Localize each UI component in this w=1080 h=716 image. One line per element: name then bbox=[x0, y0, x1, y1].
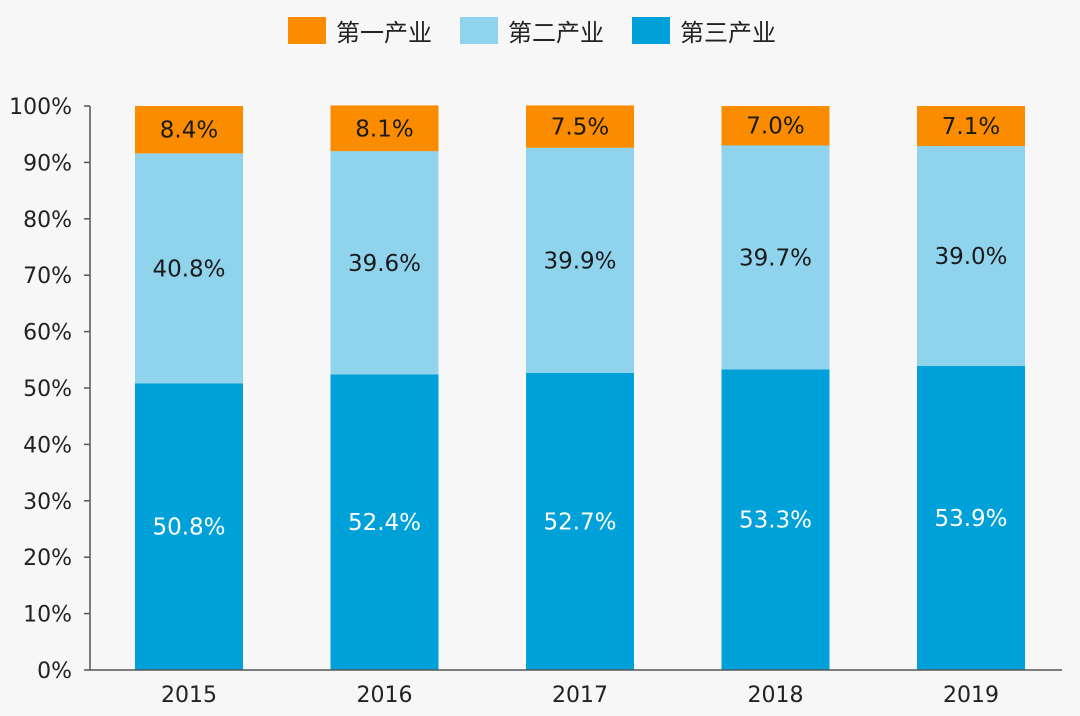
bar-segment bbox=[330, 374, 439, 670]
bar-segment bbox=[330, 105, 439, 152]
x-tick-label: 2018 bbox=[748, 683, 804, 708]
y-tick-label: 40% bbox=[23, 433, 72, 458]
legend-label: 第一产业 bbox=[336, 19, 432, 47]
y-tick-label: 10% bbox=[23, 603, 72, 628]
x-axis: 2015 2016 2017 2018 2019 bbox=[90, 669, 1062, 708]
legend-label: 第二产业 bbox=[508, 19, 604, 47]
y-tick-label: 0% bbox=[37, 659, 72, 684]
legend-item: 第一产业 bbox=[288, 17, 432, 47]
bar-value-label: 40.8% bbox=[152, 256, 225, 282]
bar-value-label: 53.3% bbox=[739, 508, 812, 534]
x-tick-label: 2017 bbox=[552, 683, 608, 708]
legend-item: 第二产业 bbox=[460, 17, 604, 47]
x-tick-label: 2015 bbox=[161, 683, 217, 708]
bar-value-label: 8.4% bbox=[160, 118, 218, 144]
y-tick-label: 30% bbox=[23, 490, 72, 515]
bar-segment bbox=[721, 145, 830, 370]
bar-value-label: 50.8% bbox=[152, 515, 225, 541]
bar-segment bbox=[135, 153, 243, 384]
bar-value-label: 53.9% bbox=[934, 506, 1007, 532]
bar-value-label: 7.5% bbox=[551, 115, 609, 141]
legend-label: 第三产业 bbox=[680, 19, 776, 47]
legend: 第一产业 第二产业 第三产业 bbox=[288, 17, 776, 47]
y-tick-label: 80% bbox=[23, 208, 72, 233]
legend-swatch bbox=[460, 17, 498, 44]
y-tick-label: 50% bbox=[23, 377, 72, 402]
bar-value-label: 39.7% bbox=[739, 245, 812, 271]
bar-value-label: 39.0% bbox=[934, 244, 1007, 270]
bar-segment bbox=[135, 106, 243, 154]
y-tick-label: 100% bbox=[9, 95, 72, 120]
bar-segment bbox=[917, 146, 1025, 367]
y-axis: 0% 10% 20% 30% 40% 50% 60% 70% 80% 90% 100% bbox=[9, 95, 91, 684]
bar-segment bbox=[526, 372, 634, 670]
bar-value-label: 52.4% bbox=[348, 510, 421, 536]
bar-segment bbox=[721, 106, 830, 146]
y-tick-label: 20% bbox=[23, 546, 72, 571]
bar-segment bbox=[526, 147, 634, 373]
bars: 50.8% 40.8% 8.4% 52.4% 39.6% 8.1% 52.7% 39.9% 7.… bbox=[135, 105, 1025, 670]
bar-segment bbox=[917, 106, 1025, 147]
bar-segment bbox=[721, 369, 830, 670]
bar-group: 53.9% 39.0% 7.1% bbox=[917, 106, 1025, 670]
bar-group: 52.7% 39.9% 7.5% bbox=[526, 105, 634, 670]
bar-segment bbox=[135, 383, 243, 670]
bar-value-label: 39.6% bbox=[348, 251, 421, 277]
bar-value-label: 52.7% bbox=[543, 509, 616, 535]
y-tick-label: 60% bbox=[23, 321, 72, 346]
bar-group: 50.8% 40.8% 8.4% bbox=[135, 106, 243, 670]
legend-swatch bbox=[632, 17, 670, 44]
bar-value-label: 7.0% bbox=[746, 114, 804, 140]
legend-swatch bbox=[288, 17, 326, 44]
x-tick-label: 2016 bbox=[357, 683, 413, 708]
bar-segment bbox=[330, 151, 439, 375]
bar-value-label: 8.1% bbox=[355, 116, 413, 142]
bar-segment bbox=[526, 105, 634, 148]
bar-value-label: 39.9% bbox=[543, 248, 616, 274]
bar-group: 53.3% 39.7% 7.0% bbox=[721, 106, 830, 670]
x-tick-label: 2019 bbox=[943, 683, 999, 708]
bar-value-label: 7.1% bbox=[942, 114, 1000, 140]
y-tick-label: 70% bbox=[23, 264, 72, 289]
bar-group: 52.4% 39.6% 8.1% bbox=[330, 105, 439, 670]
y-tick-label: 90% bbox=[23, 151, 72, 176]
legend-item: 第三产业 bbox=[632, 17, 776, 47]
bar-segment bbox=[917, 366, 1025, 670]
